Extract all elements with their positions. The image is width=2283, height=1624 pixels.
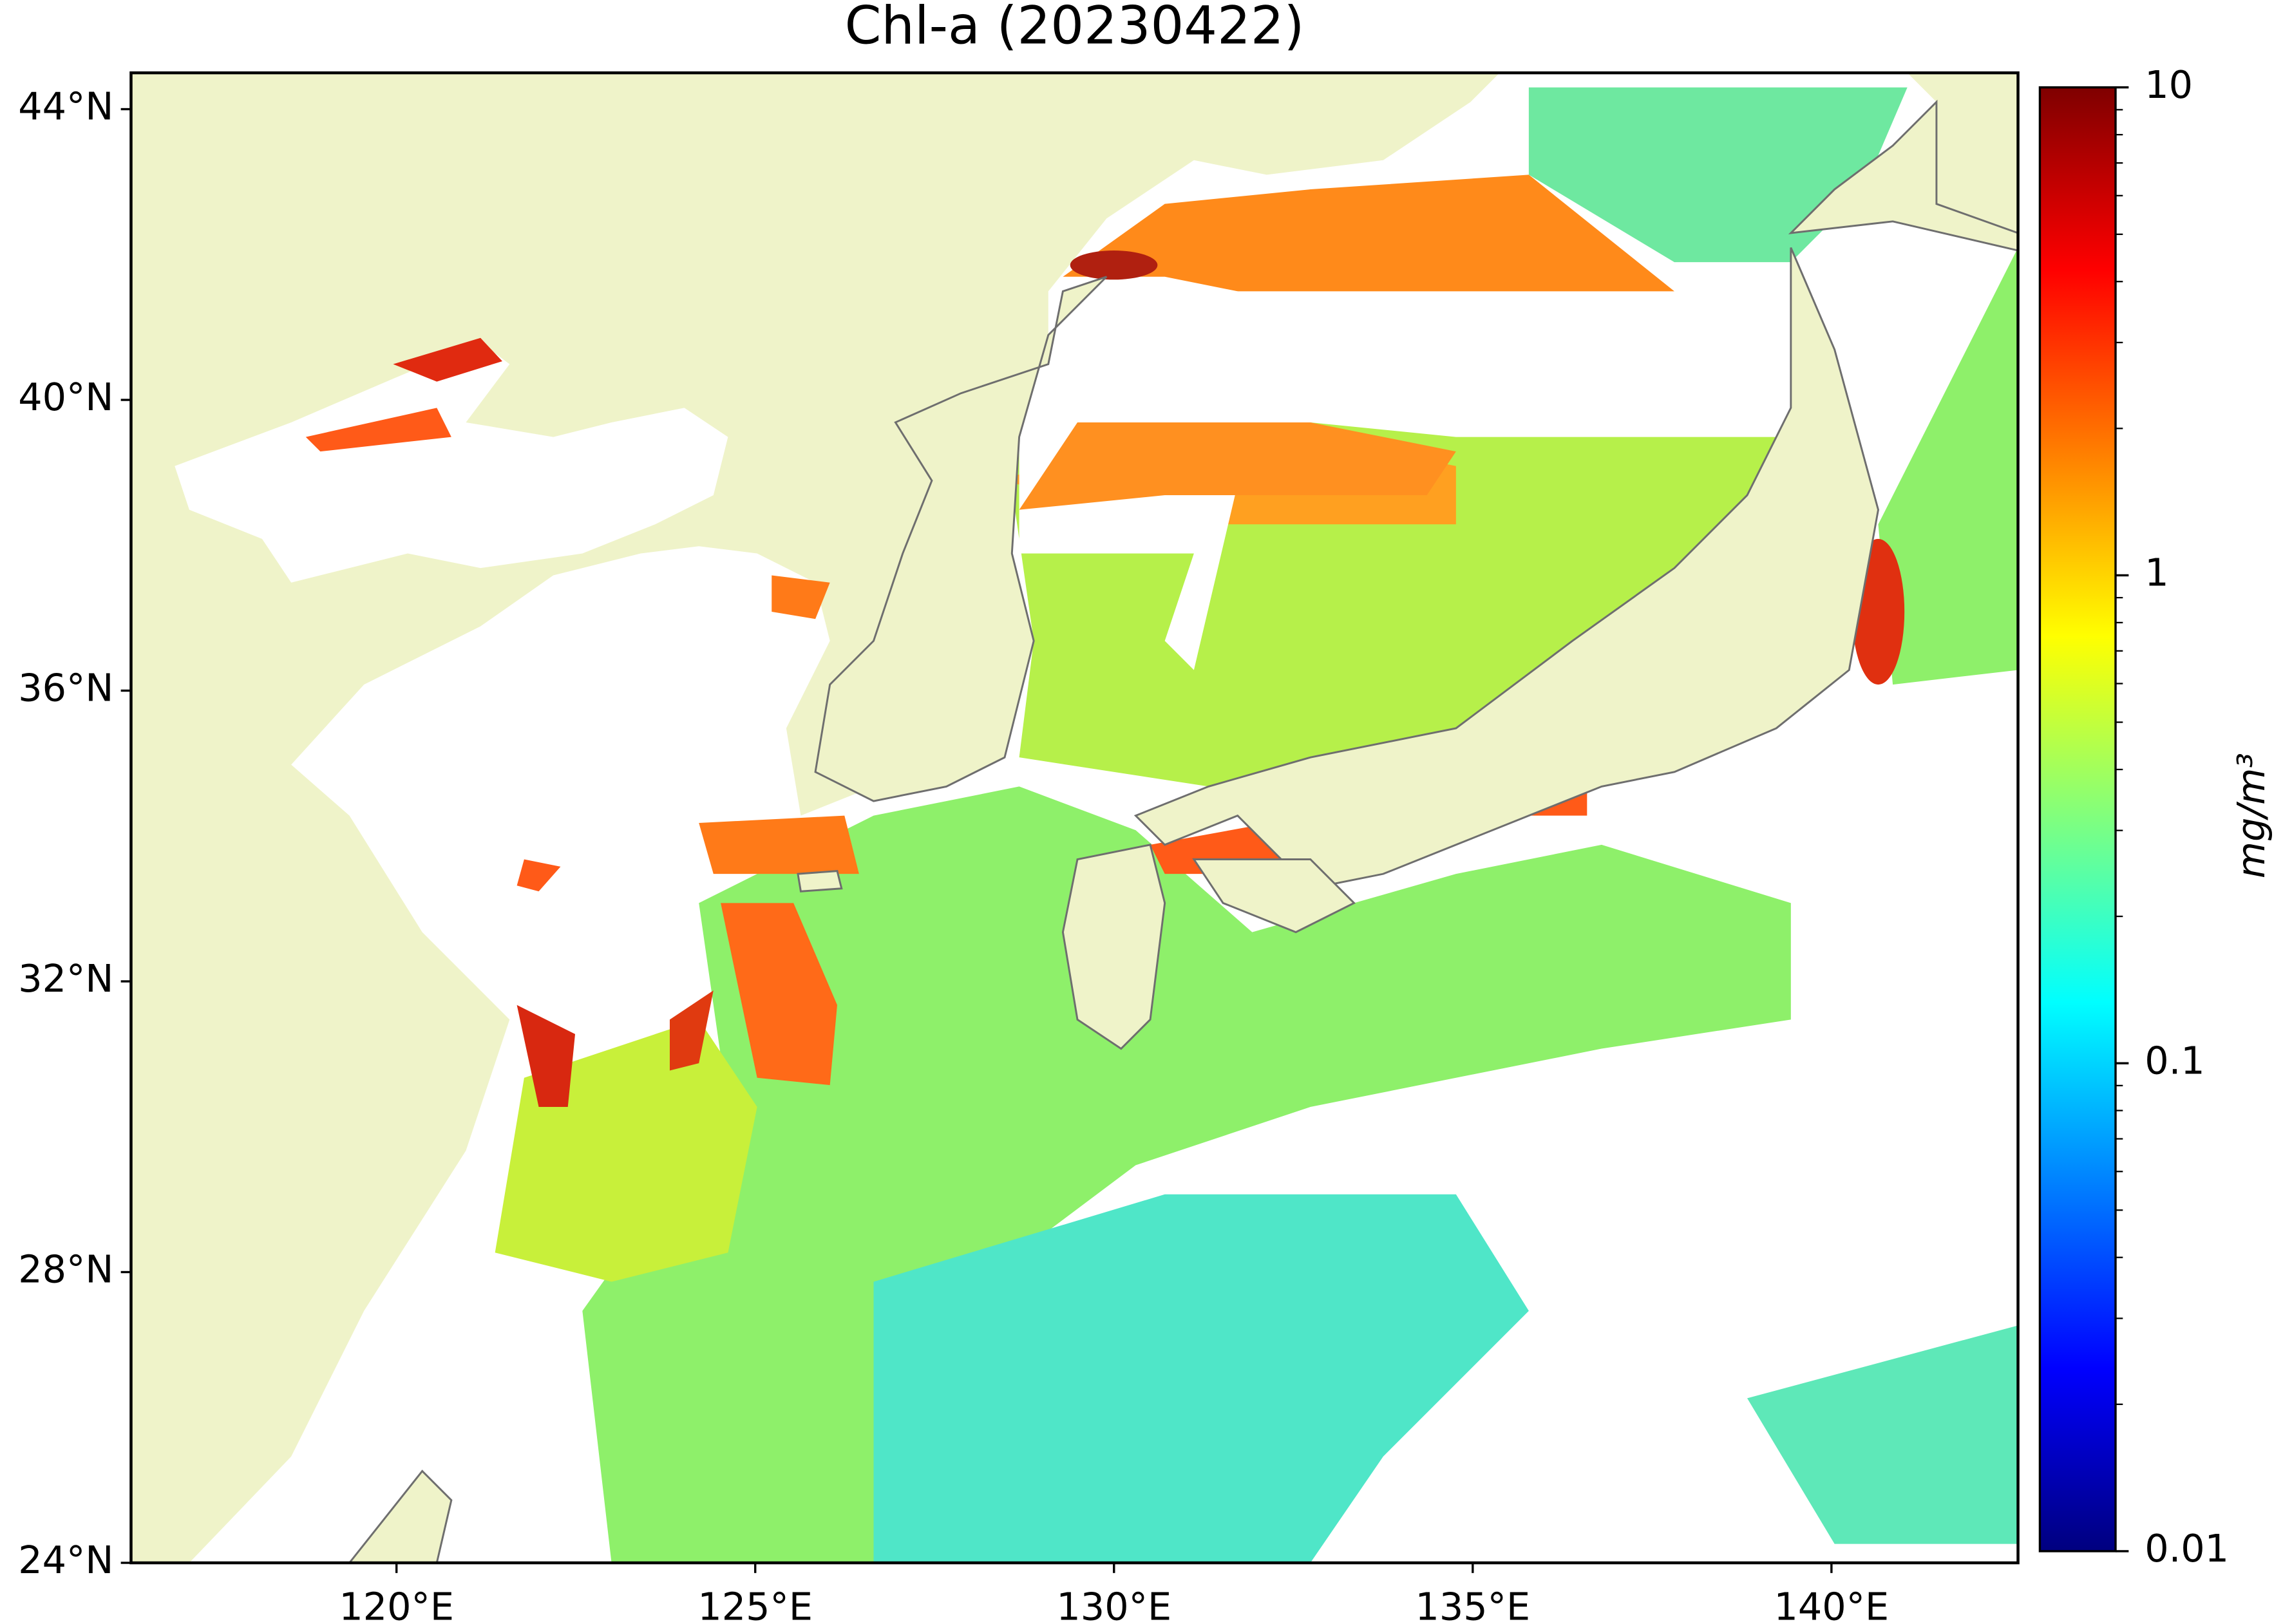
colorbar-tick-label: 0.01 <box>2145 1526 2229 1571</box>
jeju <box>797 870 843 892</box>
map-title: Chl-a (20230422) <box>845 0 1305 57</box>
y-tick-label: 28°N <box>18 1247 113 1292</box>
x-tick-label: 125°E <box>697 1584 813 1624</box>
y-tick-label: 40°N <box>18 375 113 419</box>
y-tick-label: 32°N <box>18 956 113 1001</box>
chl-field <box>305 87 2018 1563</box>
y-tick-label: 24°N <box>18 1538 113 1582</box>
shikoku <box>1192 858 1356 934</box>
colorbar-tick-label: 10 <box>2145 62 2193 107</box>
taiwan <box>348 1469 453 1563</box>
bohai-sea <box>175 342 728 583</box>
colorbar-label: mg/m³ <box>2229 753 2273 878</box>
y-tick-label: 36°N <box>18 666 113 710</box>
honshu <box>1133 247 1879 890</box>
colorbar-tick-label: 1 <box>2145 551 2168 595</box>
hokkaido <box>1788 99 2018 252</box>
y-tick-label: 44°N <box>18 84 113 129</box>
map-frame <box>129 71 2020 1565</box>
x-tick-label: 120°E <box>339 1584 454 1624</box>
kyushu <box>1061 844 1166 1050</box>
map-area <box>131 73 2018 1563</box>
colorbar <box>2038 86 2117 1553</box>
x-tick-label: 135°E <box>1415 1584 1530 1624</box>
x-tick-label: 140°E <box>1774 1584 1890 1624</box>
x-tick-label: 130°E <box>1056 1584 1171 1624</box>
colorbar-tick-label: 0.1 <box>2145 1038 2204 1082</box>
korea <box>814 276 1108 802</box>
